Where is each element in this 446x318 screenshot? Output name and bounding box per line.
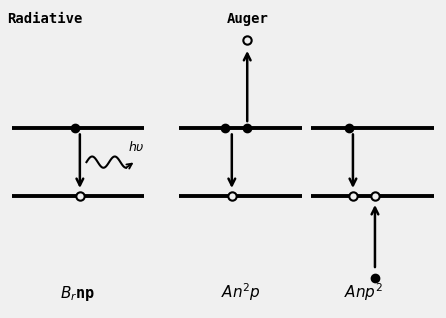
Text: $B_r$np: $B_r$np [60, 284, 95, 303]
Text: Radiative: Radiative [7, 12, 83, 26]
Text: Auger: Auger [226, 12, 268, 26]
Text: $h\upsilon$: $h\upsilon$ [128, 140, 145, 154]
Text: $Anp^2$: $Anp^2$ [344, 281, 384, 303]
Text: $An^2p$: $An^2p$ [221, 281, 260, 303]
